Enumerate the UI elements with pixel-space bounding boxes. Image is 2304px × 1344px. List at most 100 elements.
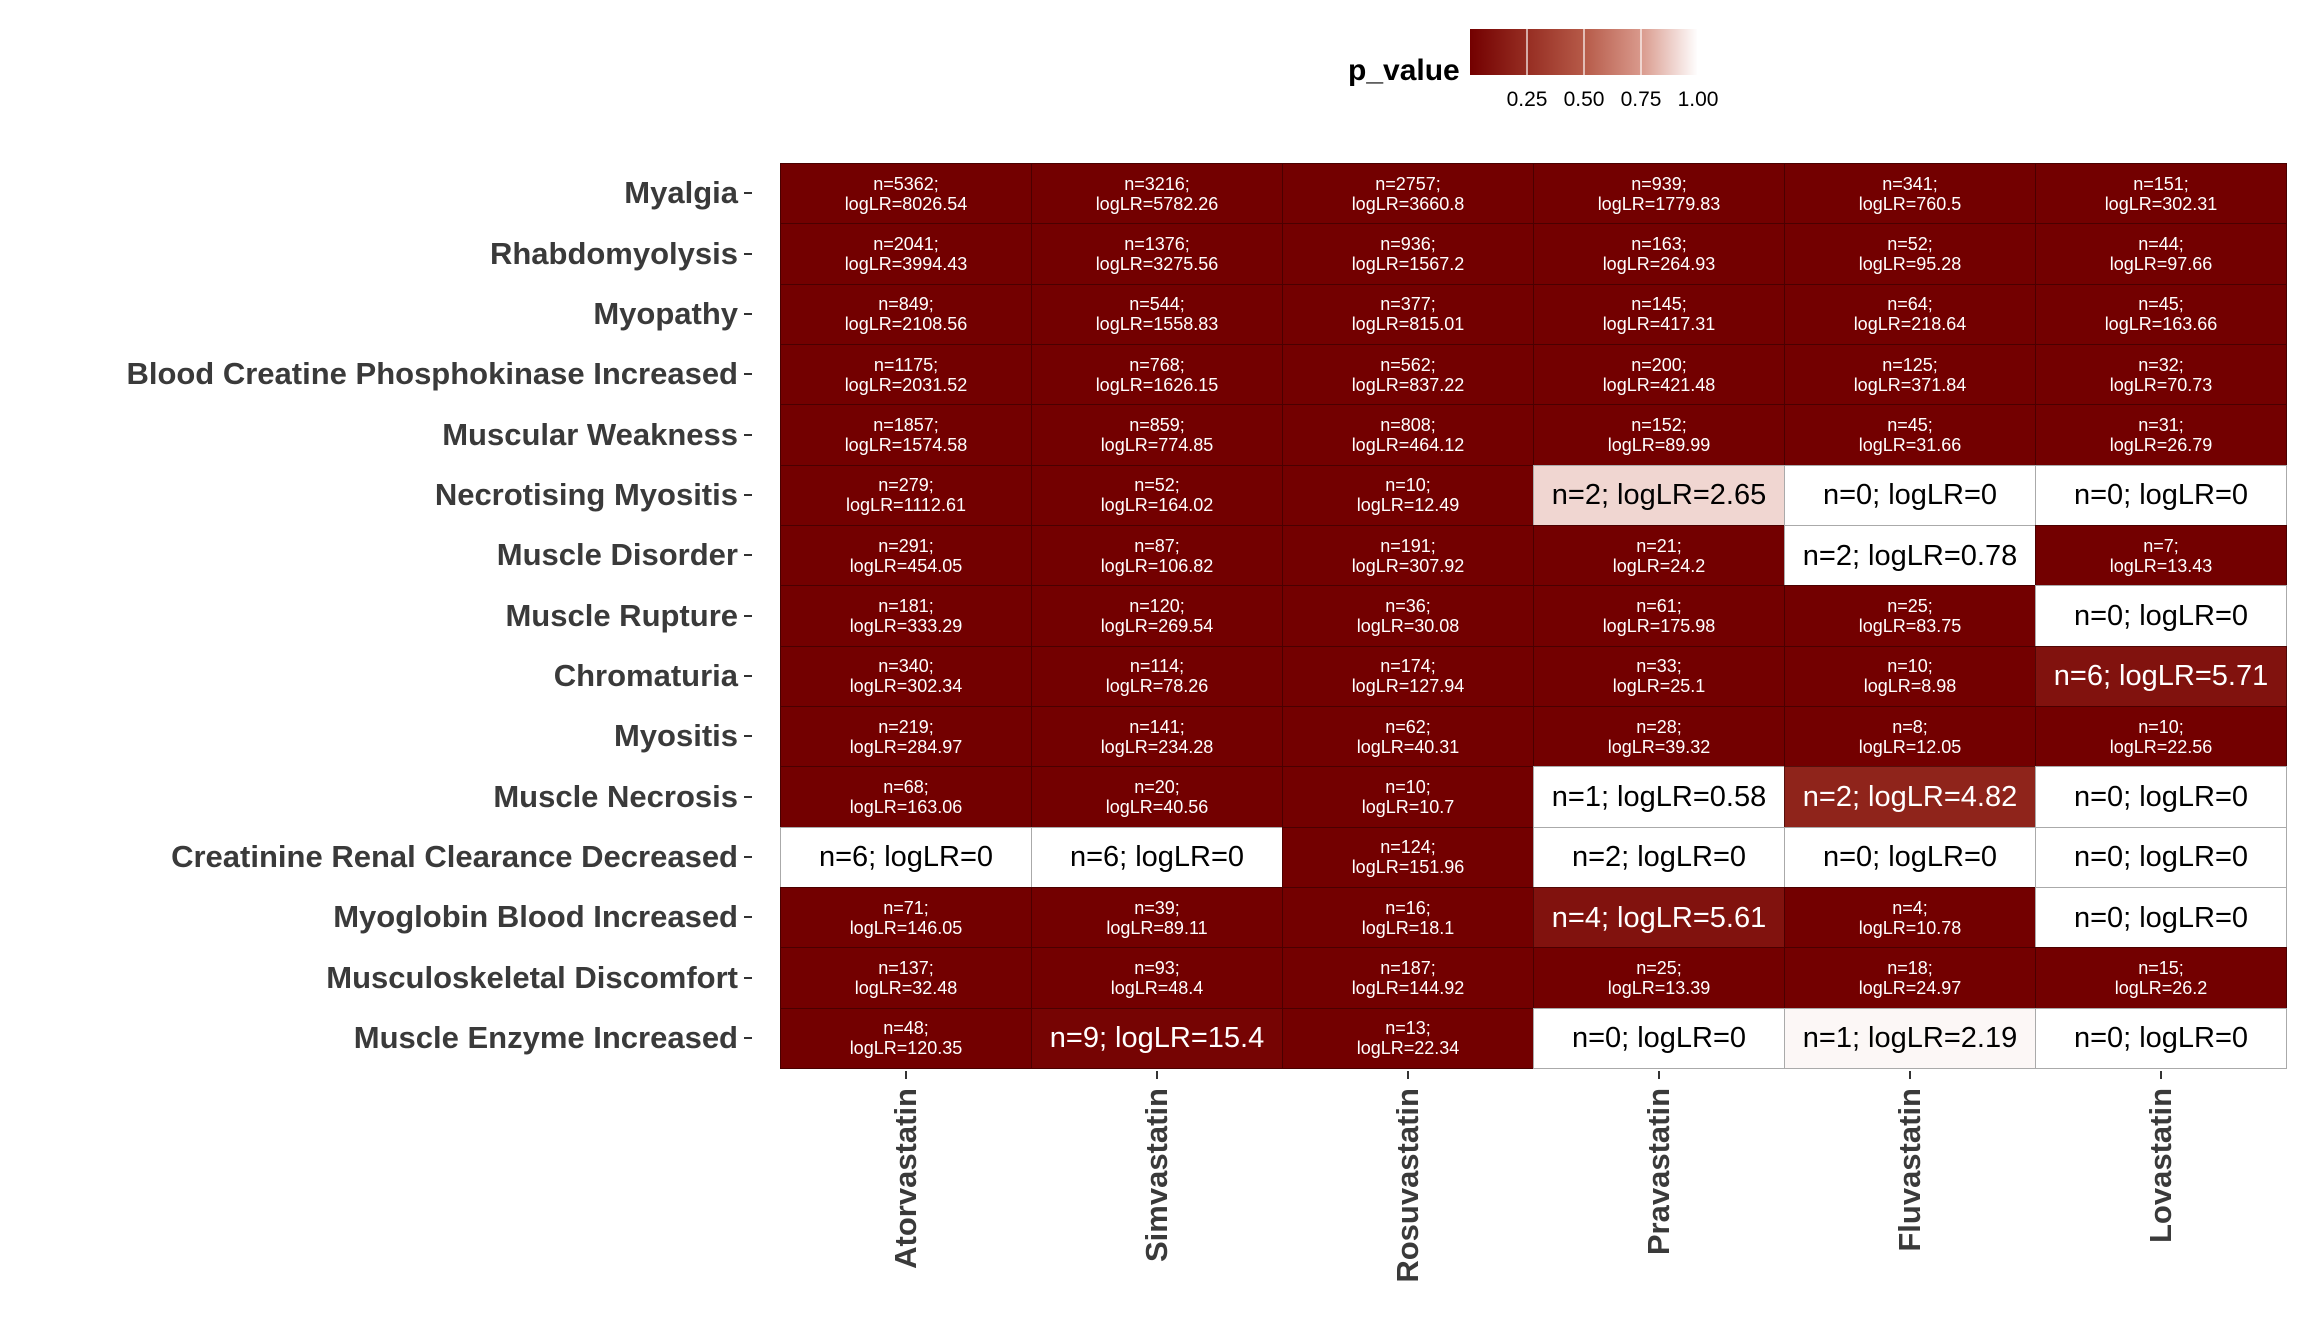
cell-n-label: n=32; — [2138, 354, 2184, 375]
cell-loglr-label: logLR=2.19 — [1868, 1022, 2018, 1055]
heatmap-cell: n=87; logLR=106.82 — [1031, 525, 1283, 587]
cell-loglr-label: logLR=8026.54 — [844, 193, 968, 214]
heatmap-cell: n=15; logLR=26.2 — [2035, 947, 2287, 1009]
cell-loglr-label: logLR=31.66 — [1858, 434, 1962, 455]
cell-loglr-label: logLR=774.85 — [1100, 434, 1214, 455]
cell-loglr-label: logLR=269.54 — [1100, 615, 1214, 636]
cell-n-label: n=4; — [1892, 897, 1928, 918]
cell-loglr-label: logLR=26.2 — [2114, 977, 2208, 998]
cell-loglr-label: logLR=0 — [2139, 479, 2249, 512]
cell-n-label: n=5362; — [873, 173, 939, 194]
cell-loglr-label: logLR=0 — [2139, 599, 2249, 632]
heatmap-cell: n=2; logLR=4.82 — [1784, 766, 2036, 828]
cell-loglr-label: logLR=464.12 — [1351, 434, 1465, 455]
cell-loglr-label: logLR=3660.8 — [1351, 193, 1465, 214]
cell-n-label: n=16; — [1385, 897, 1431, 918]
cell-n-label: n=1; — [1802, 1022, 1861, 1055]
heatmap-panel: n=5362; logLR=8026.54 n=3216; logLR=5782.26… — [780, 163, 2287, 1069]
cell-loglr-label: logLR=1112.61 — [846, 495, 966, 516]
cell-loglr-label: logLR=0 — [2139, 780, 2249, 813]
row-label: Muscle Enzyme Increased — [353, 1019, 738, 1055]
cell-n-label: n=68; — [883, 776, 929, 797]
heatmap-cell: n=36; logLR=30.08 — [1282, 585, 1534, 647]
cell-n-label: n=25; — [1636, 957, 1682, 978]
cell-n-label: n=6; — [2053, 660, 2112, 693]
cell-n-label: n=20; — [1134, 776, 1180, 797]
cell-n-label: n=18; — [1887, 957, 1933, 978]
row-label: Chromaturia — [553, 657, 738, 693]
cell-loglr-label: logLR=24.97 — [1858, 977, 1962, 998]
cell-loglr-label: logLR=302.34 — [849, 676, 963, 697]
cell-loglr-label: logLR=163.66 — [2104, 314, 2218, 335]
cell-loglr-label: logLR=302.31 — [2104, 193, 2218, 214]
heatmap-cell: n=808; logLR=464.12 — [1282, 404, 1534, 466]
cell-n-label: n=0; — [2073, 901, 2132, 934]
heatmap-cell: n=7; logLR=13.43 — [2035, 525, 2287, 587]
cell-loglr-label: logLR=12.05 — [1858, 736, 1962, 757]
heatmap-cell: n=10; logLR=10.7 — [1282, 766, 1534, 828]
cell-loglr-label: logLR=3994.43 — [844, 253, 968, 274]
heatmap-cell: n=0; logLR=0 — [2035, 464, 2287, 526]
cell-loglr-label: logLR=163.06 — [849, 796, 963, 817]
cell-loglr-label: logLR=70.73 — [2109, 374, 2213, 395]
cell-loglr-label: logLR=83.75 — [1858, 615, 1962, 636]
cell-n-label: n=2; — [1802, 780, 1861, 813]
heatmap-cell: n=6; logLR=0 — [1031, 826, 1283, 888]
cell-loglr-label: logLR=10.78 — [1858, 917, 1962, 938]
heatmap-cell: n=4; logLR=10.78 — [1784, 887, 2036, 949]
heatmap-cell: n=16; logLR=18.1 — [1282, 887, 1534, 949]
row-label: Myositis — [613, 718, 738, 754]
row-label: Rhabdomyolysis — [489, 235, 738, 271]
column-label: Fluvastatin — [1891, 1088, 1927, 1252]
cell-loglr-label: logLR=5782.26 — [1095, 193, 1219, 214]
cell-n-label: n=0; — [2073, 479, 2132, 512]
cell-loglr-label: logLR=13.39 — [1607, 977, 1711, 998]
cell-n-label: n=562; — [1380, 354, 1436, 375]
heatmap-cell: n=6; logLR=5.71 — [2035, 645, 2287, 707]
cell-loglr-label: logLR=0 — [1637, 1022, 1747, 1055]
cell-n-label: n=544; — [1129, 294, 1185, 315]
cell-n-label: n=1376; — [1124, 233, 1190, 254]
cell-n-label: n=0; — [1822, 479, 1881, 512]
heatmap-cell: n=64; logLR=218.64 — [1784, 283, 2036, 345]
cell-n-label: n=9; — [1049, 1022, 1108, 1055]
cell-loglr-label: logLR=120.35 — [849, 1038, 963, 1059]
cell-n-label: n=0; — [2073, 841, 2132, 874]
heatmap-cell: n=181; logLR=333.29 — [780, 585, 1032, 647]
cell-n-label: n=39; — [1134, 897, 1180, 918]
cell-loglr-label: logLR=421.48 — [1602, 374, 1716, 395]
y-tick — [744, 554, 752, 557]
cell-loglr-label: logLR=13.43 — [2109, 555, 2213, 576]
heatmap-cell: n=200; logLR=421.48 — [1533, 344, 1785, 406]
cell-n-label: n=151; — [2133, 173, 2189, 194]
cell-loglr-label: logLR=454.05 — [849, 555, 963, 576]
heatmap-cell: n=939; logLR=1779.83 — [1533, 163, 1785, 225]
cell-n-label: n=4; — [1551, 901, 1610, 934]
cell-loglr-label: logLR=18.1 — [1361, 917, 1455, 938]
cell-loglr-label: logLR=1574.58 — [844, 434, 968, 455]
cell-n-label: n=3216; — [1124, 173, 1190, 194]
heatmap-cell: n=18; logLR=24.97 — [1784, 947, 2036, 1009]
cell-n-label: n=0; — [2073, 780, 2132, 813]
cell-loglr-label: logLR=89.11 — [1106, 917, 1208, 938]
cell-loglr-label: logLR=0 — [2139, 1022, 2249, 1055]
heatmap-cell: n=39; logLR=89.11 — [1031, 887, 1283, 949]
cell-loglr-label: logLR=0 — [2139, 901, 2249, 934]
heatmap-cell: n=163; logLR=264.93 — [1533, 223, 1785, 285]
cell-n-label: n=145; — [1631, 294, 1687, 315]
heatmap-cell: n=1376; logLR=3275.56 — [1031, 223, 1283, 285]
cell-loglr-label: logLR=0.58 — [1617, 780, 1767, 813]
legend-tick — [1640, 29, 1642, 75]
heatmap-cell: n=544; logLR=1558.83 — [1031, 283, 1283, 345]
x-tick — [1657, 1071, 1660, 1079]
heatmap-cell: n=124; logLR=151.96 — [1282, 826, 1534, 888]
heatmap-cell: n=52; logLR=164.02 — [1031, 464, 1283, 526]
row-label: Musculoskeletal Discomfort — [326, 959, 738, 995]
cell-loglr-label: logLR=0 — [2139, 841, 2249, 874]
cell-n-label: n=163; — [1631, 233, 1687, 254]
cell-loglr-label: logLR=284.97 — [849, 736, 963, 757]
cell-n-label: n=219; — [878, 716, 934, 737]
cell-loglr-label: logLR=2031.52 — [844, 374, 968, 395]
cell-loglr-label: logLR=8.98 — [1863, 676, 1957, 697]
heatmap-cell: n=10; logLR=12.49 — [1282, 464, 1534, 526]
